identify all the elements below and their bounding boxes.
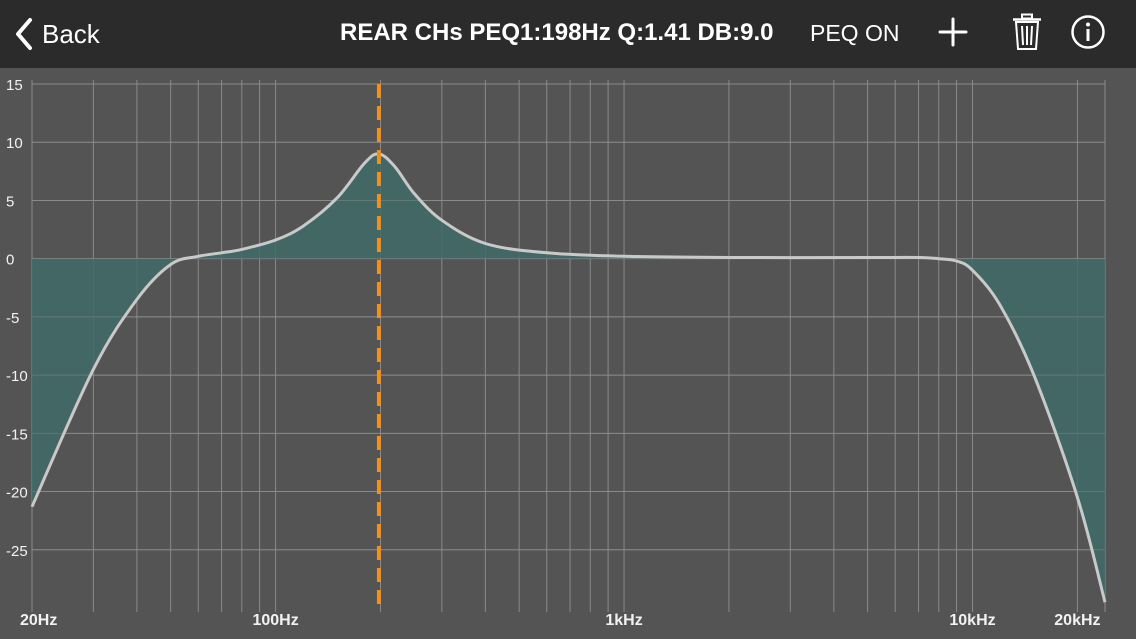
add-filter-button[interactable] xyxy=(933,14,973,54)
peq-toggle-button[interactable]: PEQ ON xyxy=(810,20,900,46)
y-tick-label: -25 xyxy=(6,543,28,560)
y-tick-label: 15 xyxy=(6,77,23,94)
delete-filter-button[interactable] xyxy=(1007,13,1047,56)
y-tick-label: 5 xyxy=(6,193,14,210)
y-tick-label: 0 xyxy=(6,252,14,269)
plus-icon xyxy=(938,17,968,52)
back-button[interactable]: Back xyxy=(14,14,100,54)
top-bar: Back REAR CHs PEQ1:198Hz Q:1.41 DB:9.0 P… xyxy=(0,0,1136,68)
info-button[interactable] xyxy=(1068,14,1108,54)
plot-background xyxy=(32,68,1105,612)
page-title: REAR CHs PEQ1:198Hz Q:1.41 DB:9.0 xyxy=(340,19,774,46)
x-tick-label: 10kHz xyxy=(949,612,995,629)
x-tick-label: 20kHz xyxy=(1054,612,1100,629)
x-tick-label: 100Hz xyxy=(252,612,298,629)
y-tick-label: -10 xyxy=(6,368,28,385)
response-curve xyxy=(30,152,1107,603)
back-label: Back xyxy=(42,18,100,49)
y-tick-label: -15 xyxy=(6,426,28,443)
x-tick-label: 20Hz xyxy=(20,612,57,629)
y-tick-label: 10 xyxy=(6,135,23,152)
info-icon xyxy=(1070,14,1106,55)
trash-icon xyxy=(1012,13,1042,56)
chevron-left-icon xyxy=(14,17,34,51)
x-tick-label: 1kHz xyxy=(605,612,642,629)
y-tick-label: -5 xyxy=(6,310,19,327)
eq-response-chart[interactable]: 15 10 5 0 -5 -10 -15 -20 -25 20Hz 100Hz 1kHz 10kHz 20… xyxy=(0,68,1136,639)
y-tick-label: -20 xyxy=(6,485,28,502)
